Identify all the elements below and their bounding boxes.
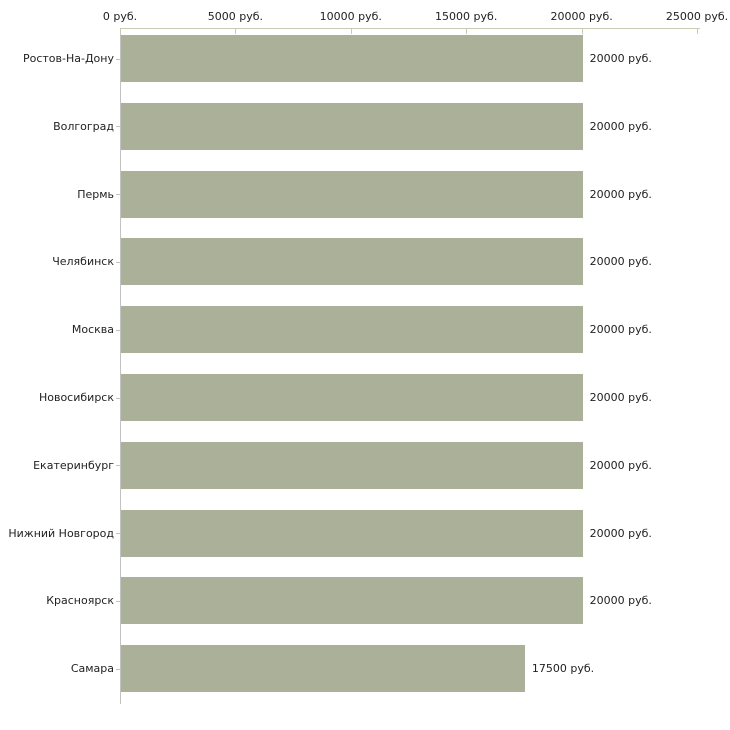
bar-4 xyxy=(121,306,583,354)
x-tick-label: 20000 руб. xyxy=(550,10,613,23)
y-tick-mark xyxy=(116,465,120,466)
y-tick-mark xyxy=(116,669,120,670)
x-tick-label: 25000 руб. xyxy=(665,10,729,23)
value-label: 20000 руб. xyxy=(589,52,652,65)
category-label: Екатеринбург xyxy=(33,458,114,472)
category-label: Волгоград xyxy=(53,119,114,133)
y-axis-line xyxy=(120,28,121,705)
value-label: 20000 руб. xyxy=(589,255,652,269)
bar-7 xyxy=(121,509,583,557)
value-label: 20000 руб. xyxy=(589,119,652,133)
value-label: 17500 руб. xyxy=(531,662,595,676)
y-tick-mark xyxy=(116,330,120,331)
category-label: Пермь xyxy=(77,187,114,201)
value-label: 20000 руб. xyxy=(589,323,652,337)
y-tick-mark xyxy=(116,126,120,127)
value-label: 20000 руб. xyxy=(589,458,652,472)
bar-5 xyxy=(121,374,583,421)
y-tick-mark xyxy=(116,59,120,60)
x-tick-label: 10000 руб. xyxy=(319,10,382,23)
x-tick-mark xyxy=(350,28,352,34)
category-label: Красноярск xyxy=(46,594,114,608)
y-tick-mark xyxy=(116,533,120,534)
y-tick-mark xyxy=(116,601,120,602)
x-tick-mark xyxy=(697,28,698,34)
x-tick-label: 0 руб. xyxy=(102,10,138,23)
value-label: 20000 руб. xyxy=(589,187,652,201)
y-tick-mark xyxy=(116,194,120,195)
x-tick-mark xyxy=(235,28,237,34)
category-label: Ростов-На-Дону xyxy=(22,52,114,65)
category-label: Самара xyxy=(70,662,114,676)
category-label: Челябинск xyxy=(52,255,114,269)
category-label: Нижний Новгород xyxy=(8,526,114,540)
category-label: Новосибирск xyxy=(38,391,114,404)
x-tick-label: 15000 руб. xyxy=(435,10,498,23)
x-tick-mark xyxy=(120,28,121,34)
bar-2 xyxy=(121,170,583,218)
x-tick-mark xyxy=(466,28,468,34)
y-tick-mark xyxy=(116,398,120,399)
bar-0 xyxy=(121,35,583,82)
bar-1 xyxy=(121,102,583,150)
x-tick-mark xyxy=(581,28,583,34)
value-label: 20000 руб. xyxy=(589,594,652,608)
x-tick-label: 5000 руб. xyxy=(207,10,264,23)
x-axis-line xyxy=(120,28,700,29)
bar-6 xyxy=(121,441,583,489)
y-tick-mark xyxy=(116,262,120,263)
bar-8 xyxy=(121,577,583,625)
value-label: 20000 руб. xyxy=(589,526,652,540)
value-label: 20000 руб. xyxy=(589,391,652,404)
category-label: Москва xyxy=(71,323,114,337)
bar-9 xyxy=(121,645,525,693)
bar-3 xyxy=(121,238,583,286)
